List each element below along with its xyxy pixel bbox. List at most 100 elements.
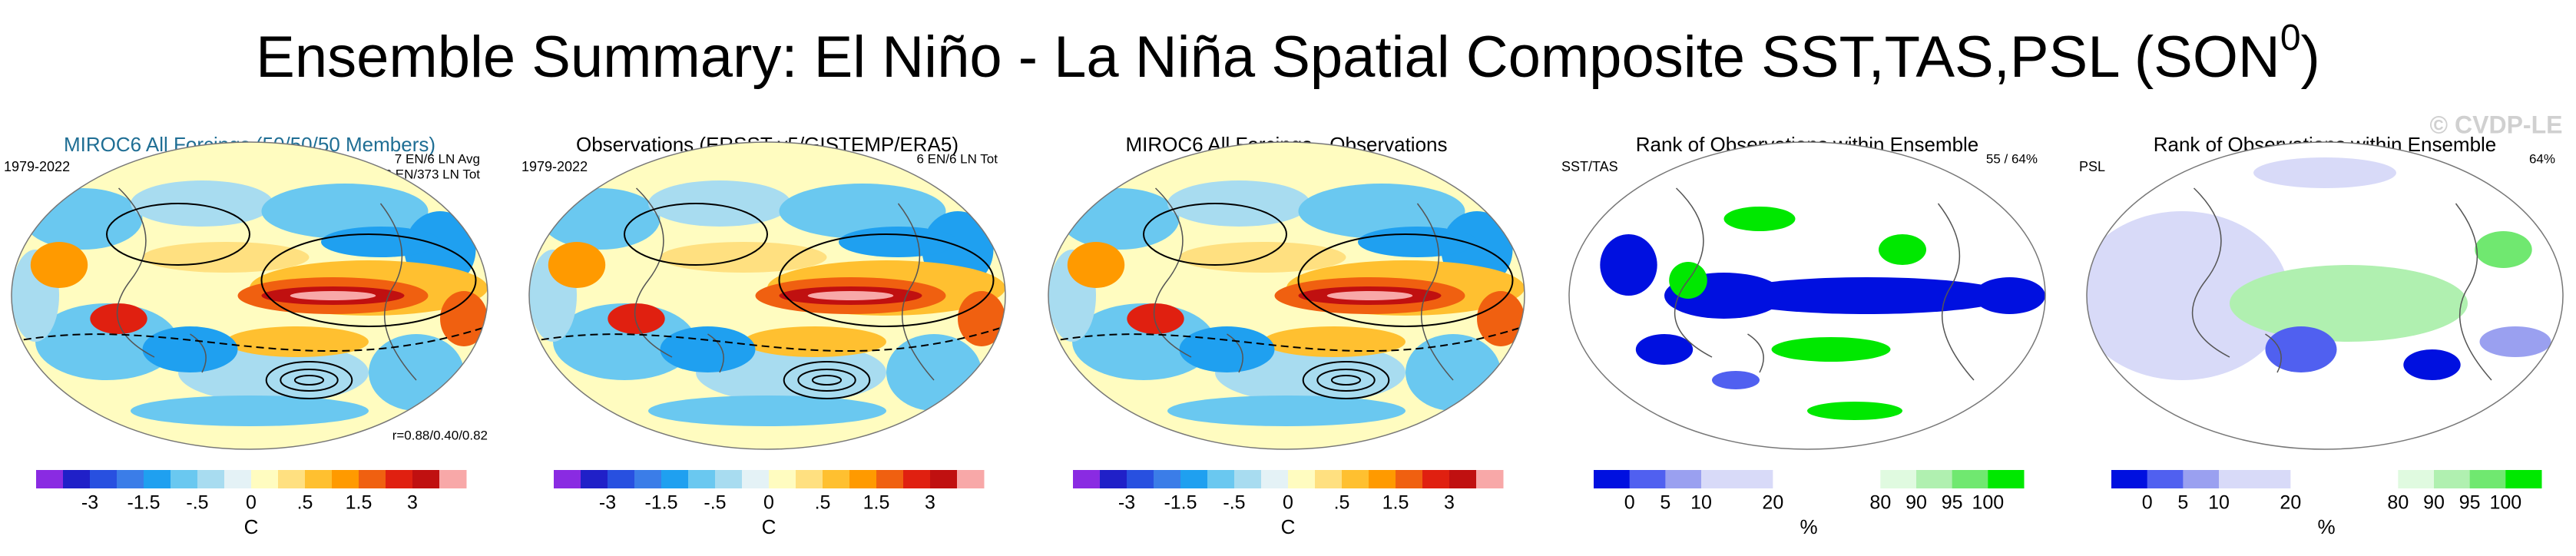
map-region: [2230, 265, 2468, 342]
colorbar-box: [634, 470, 662, 488]
map-region: [779, 184, 946, 239]
coastline: [2192, 187, 2492, 381]
colorbar-box: [769, 470, 796, 488]
colorbar-label: 3: [407, 492, 418, 514]
colorbar-box: [1261, 470, 1289, 488]
map-region: [648, 395, 886, 426]
colorbar-box: [2398, 470, 2435, 488]
colorbar-label: 100: [1972, 492, 2004, 514]
panel: Observations (ERSST v5/GISTEMP/ERA5)1979…: [521, 133, 1006, 538]
colorbar-box: [278, 470, 306, 488]
panel-annotation: r=0.88/0.40/0.82: [392, 428, 488, 442]
colorbar-box: [1880, 470, 1917, 488]
panel-annotation: 64%: [2529, 151, 2555, 166]
panel-annotation: SST/TAS: [1561, 159, 1618, 174]
colorbar-box: [2326, 470, 2363, 488]
map-region: [839, 227, 958, 257]
map-region: [131, 180, 273, 227]
map-region: [290, 291, 376, 300]
colorbar-label: 0: [1283, 492, 1293, 514]
colorbar-box: [412, 470, 440, 488]
colorbar-box: [1127, 470, 1154, 488]
map-region: [648, 180, 791, 227]
colorbar-box: [849, 470, 877, 488]
title-text: Ensemble Summary: El Niño - La Niña Spat…: [256, 25, 2280, 90]
map-region: [1723, 207, 1796, 231]
colorbar-box: [688, 470, 716, 488]
map-region: [1179, 326, 1275, 372]
contour: [293, 375, 325, 386]
map-border: [1048, 141, 1525, 450]
colorbar-box: [439, 470, 467, 488]
colorbar-box: [386, 470, 413, 488]
map-region: [1326, 291, 1413, 300]
colorbar-box: [117, 470, 144, 488]
colorbar-box: [224, 470, 252, 488]
map-region: [1477, 291, 1525, 346]
page-title: Ensemble Summary: El Niño - La Niña Spat…: [256, 18, 2320, 90]
colorbar-box: [957, 470, 985, 488]
map-region: [886, 334, 982, 411]
colorbar-box: [823, 470, 850, 488]
colorbar-label: 95: [1942, 492, 1963, 514]
colorbar-box: [197, 470, 225, 488]
map-border: [2086, 141, 2564, 450]
panel: Rank of Observations within EnsembleSST/…: [1561, 133, 2046, 538]
map-region: [369, 334, 464, 411]
colorbar-box: [305, 470, 333, 488]
colorbar-label: 0: [246, 492, 257, 514]
colorbar-label: 5: [2177, 492, 2188, 514]
colorbar-box: [2111, 470, 2148, 488]
colorbar-box: [2362, 470, 2399, 488]
colorbar-label: 0: [763, 492, 774, 514]
colorbar-box: [36, 470, 64, 488]
colorbar-box: [1476, 470, 1504, 488]
colorbar-label: -3: [1118, 492, 1135, 514]
contour: [1143, 203, 1287, 266]
colorbar-box: [876, 470, 904, 488]
watermark: © CVDP-LE: [2430, 111, 2563, 138]
contour: [783, 361, 871, 399]
map-region: [321, 227, 440, 257]
map-region: [1879, 234, 1926, 265]
colorbar-box: [1773, 470, 1809, 488]
colorbar-box: [1396, 470, 1423, 488]
map-region: [2403, 349, 2461, 380]
map-region: [1263, 326, 1406, 357]
contour: [12, 326, 488, 352]
map-region: [958, 291, 1005, 346]
colorbar-box: [1422, 470, 1450, 488]
colorbar-box: [796, 470, 823, 488]
coastline: [1154, 187, 1454, 381]
colorbar-box: [1594, 470, 1631, 488]
map-region: [2253, 157, 2396, 188]
panel: MIROC6 All Forcings (50/50/50 Members)19…: [4, 133, 488, 538]
colorbar-label: 80: [2387, 492, 2409, 514]
colorbar-label: 0: [1624, 492, 1635, 514]
colorbar-box: [903, 470, 931, 488]
title-superscript: 0: [2280, 18, 2301, 58]
colorbar-box: [90, 470, 118, 488]
colorbar-box: [608, 470, 635, 488]
colorbar-box: [2290, 470, 2327, 488]
colorbar-box: [2434, 470, 2471, 488]
colorbar-label: 20: [2280, 492, 2301, 514]
map: [529, 142, 1005, 449]
panel-annotation: 1979-2022: [4, 159, 70, 174]
colorbar-box: [1180, 470, 1208, 488]
colorbar-unit: C: [762, 515, 776, 538]
map-region: [1060, 188, 1180, 250]
colorbar-box: [144, 470, 171, 488]
colorbar-box: [1988, 470, 2025, 488]
colorbar-box: [1207, 470, 1235, 488]
map-region: [548, 242, 606, 288]
colorbar-label: 100: [2489, 492, 2521, 514]
colorbar-label: -3: [599, 492, 616, 514]
colorbar-label: 3: [1444, 492, 1455, 514]
map-region: [1723, 277, 2010, 314]
colorbar-box: [742, 470, 770, 488]
coastline: [634, 187, 935, 381]
map-region: [1358, 227, 1477, 257]
contour: [1302, 361, 1390, 399]
panel-annotation: PSL: [2079, 159, 2105, 174]
